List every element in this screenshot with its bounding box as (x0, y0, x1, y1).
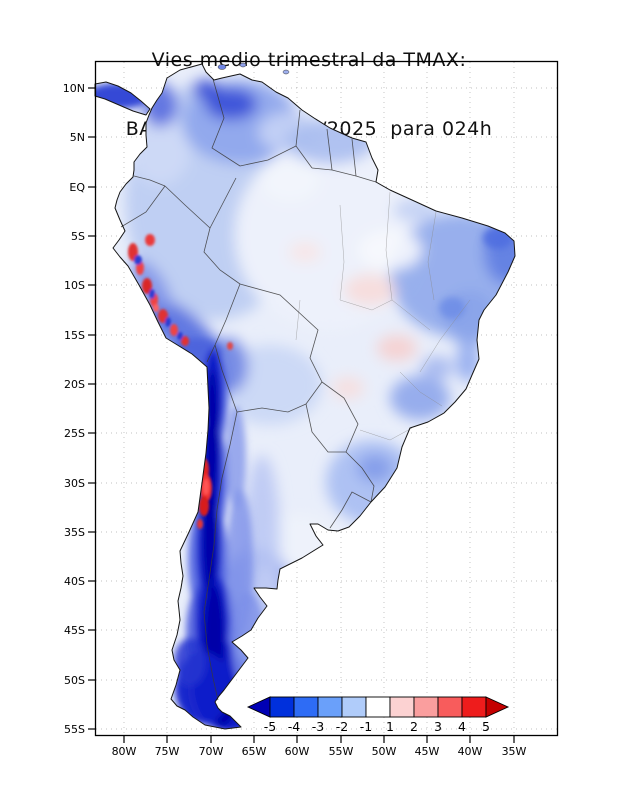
lat-tick-label: 50S (64, 674, 85, 687)
colorbar-cell (461, 696, 487, 718)
colorbar-cell (389, 696, 415, 718)
colorbar-arrow-right (485, 696, 510, 718)
colorbar-tick-label: 1 (386, 719, 394, 734)
lat-tick-label: 45S (64, 624, 85, 637)
colorbar-tick-label: 3 (434, 719, 442, 734)
latitude-axis: 10N 5N EQ 5S 10S 15S 20S 25S 30S 35S 40S… (63, 82, 86, 736)
colorbar-tick-label: 2 (410, 719, 418, 734)
colorbar-cell (317, 696, 343, 718)
island-dots (217, 62, 290, 75)
colorbar-tick-label: -3 (312, 719, 324, 734)
lat-tick-label: 10N (63, 82, 85, 95)
colorbar-cell (269, 696, 295, 718)
colorbar-cell (341, 696, 367, 718)
coastline (94, 63, 516, 730)
lon-tick-label: 65W (242, 745, 267, 758)
plot-frame (94, 60, 559, 737)
colorbar-cell (437, 696, 463, 718)
lon-tick-label: 35W (502, 745, 527, 758)
lon-tick-label: 70W (199, 745, 224, 758)
colorbar: -5 -4 -3 -2 -1 1 2 3 4 5 (246, 696, 510, 734)
bias-field-art (95, 80, 515, 729)
colorbar-tick-label: -1 (360, 719, 372, 734)
lon-tick-label: 55W (329, 745, 354, 758)
longitude-axis: 80W 75W 70W 65W 60W 55W 50W 45W 40W 35W (112, 745, 527, 758)
axis-ticks (88, 87, 515, 743)
colorbar-tick-label: -5 (264, 719, 276, 734)
lat-tick-label: 20S (64, 378, 85, 391)
lon-tick-label: 60W (285, 745, 310, 758)
colorbar-arrow-left (246, 696, 271, 718)
state-boundaries (295, 191, 471, 441)
lon-tick-label: 80W (112, 745, 137, 758)
lat-tick-label: 5S (71, 230, 85, 243)
lon-tick-label: 40W (458, 745, 483, 758)
lat-tick-label: 55S (64, 723, 85, 736)
lat-tick-label: 35S (64, 526, 85, 539)
colorbar-tick-label: -4 (288, 719, 301, 734)
colorbar-tick-label: 5 (482, 719, 490, 734)
colorbar-cell (365, 696, 391, 718)
colorbar-tick-label: 4 (458, 719, 466, 734)
colorbar-tick-label: -2 (336, 719, 348, 734)
lat-tick-label: 15S (64, 329, 85, 342)
lat-tick-label: 10S (64, 279, 85, 292)
lon-tick-label: 45W (415, 745, 440, 758)
colorbar-cell (293, 696, 319, 718)
lat-tick-label: 5N (70, 131, 85, 144)
lon-tick-label: 50W (372, 745, 397, 758)
lat-tick-label: 30S (64, 477, 85, 490)
lat-tick-label: 40S (64, 575, 85, 588)
lat-tick-label: EQ (69, 181, 85, 194)
lon-tick-label: 75W (155, 745, 180, 758)
lat-tick-label: 25S (64, 427, 85, 440)
colorbar-cell (413, 696, 439, 718)
country-borders (120, 78, 377, 701)
